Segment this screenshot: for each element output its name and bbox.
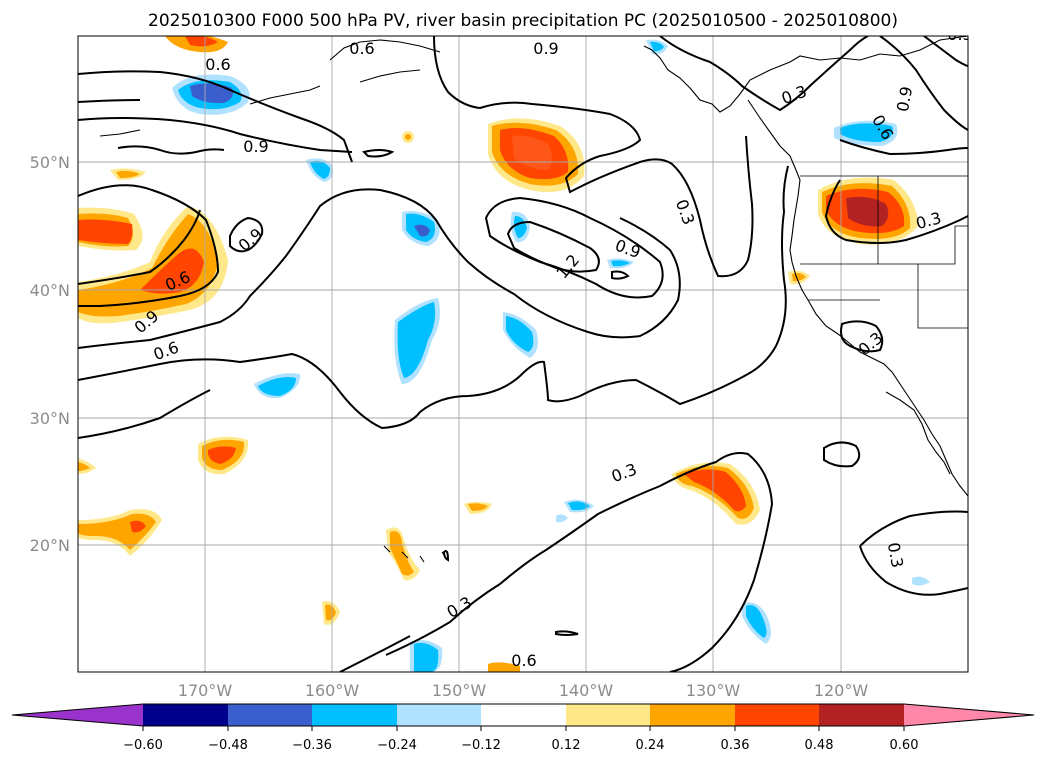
contour-label: 0.9 — [243, 137, 268, 156]
contour-label: 0.6 — [349, 39, 374, 58]
colorbar-tick-label: 0.60 — [890, 738, 919, 753]
colorbar-tick-label: 0.48 — [805, 738, 834, 753]
colorbar-ticks — [142, 726, 905, 731]
lat-label: 40°N — [30, 281, 70, 300]
colorbar-cell — [481, 704, 566, 726]
colorbar-extend-low — [12, 704, 143, 726]
pv-contours — [78, 36, 968, 672]
lat-label: 20°N — [30, 536, 70, 555]
contour-label: 0.6 — [511, 651, 536, 670]
colorbar-tick-label: −0.48 — [208, 738, 248, 753]
colorbar-extend-high — [904, 704, 1034, 726]
colorbar-cell — [566, 704, 650, 726]
colorbar-tick-label: −0.60 — [123, 738, 163, 753]
lon-tick-labels: 170°W 160°W 150°W 140°W 130°W 120°W — [178, 681, 869, 700]
colorbar-cell — [819, 704, 904, 726]
colorbar-tick-label: −0.12 — [461, 738, 501, 753]
colorbar-tick-label: 0.12 — [552, 738, 581, 753]
map-frame — [77, 35, 969, 673]
lon-label: 160°W — [305, 681, 360, 700]
lon-label: 120°W — [814, 681, 869, 700]
contour-label: 0.3 — [884, 541, 907, 569]
colorbar-cell — [650, 704, 735, 726]
lat-tick-labels: 50°N 40°N 30°N 20°N — [30, 153, 70, 555]
contour-label: 0.3 — [947, 25, 972, 44]
lat-label: 30°N — [30, 409, 70, 428]
lon-label: 130°W — [686, 681, 741, 700]
colorbar-tick-label: −0.36 — [292, 738, 332, 753]
lon-label: 150°W — [432, 681, 487, 700]
lon-label: 140°W — [559, 681, 614, 700]
lon-label: 170°W — [178, 681, 233, 700]
colorbar-cell — [143, 704, 228, 726]
map-panel: 0.6 0.9 0.6 0.9 0.3 0.6 0.9 0.3 0.9 0.6 … — [30, 25, 972, 700]
colorbar: −0.60 −0.48 −0.36 −0.24 −0.12 0.12 0.24 … — [11, 703, 1035, 753]
colorbar-cell — [312, 704, 397, 726]
colorbar-tick-label: −0.24 — [377, 738, 417, 753]
contour-label: 0.6 — [205, 55, 230, 74]
colorbar-cell — [735, 704, 819, 726]
lat-label: 50°N — [30, 153, 70, 172]
coastlines — [99, 36, 968, 563]
colorbar-tick-label: 0.24 — [636, 738, 665, 753]
contour-label: 0.9 — [893, 85, 916, 113]
colorbar-cell — [228, 704, 312, 726]
colorbar-tick-label: 0.36 — [721, 738, 750, 753]
contour-label: 0.9 — [533, 39, 558, 58]
colorbar-cell — [397, 704, 481, 726]
gridlines — [78, 36, 968, 672]
map-title: 2025010300 F000 500 hPa PV, river basin … — [148, 11, 898, 31]
